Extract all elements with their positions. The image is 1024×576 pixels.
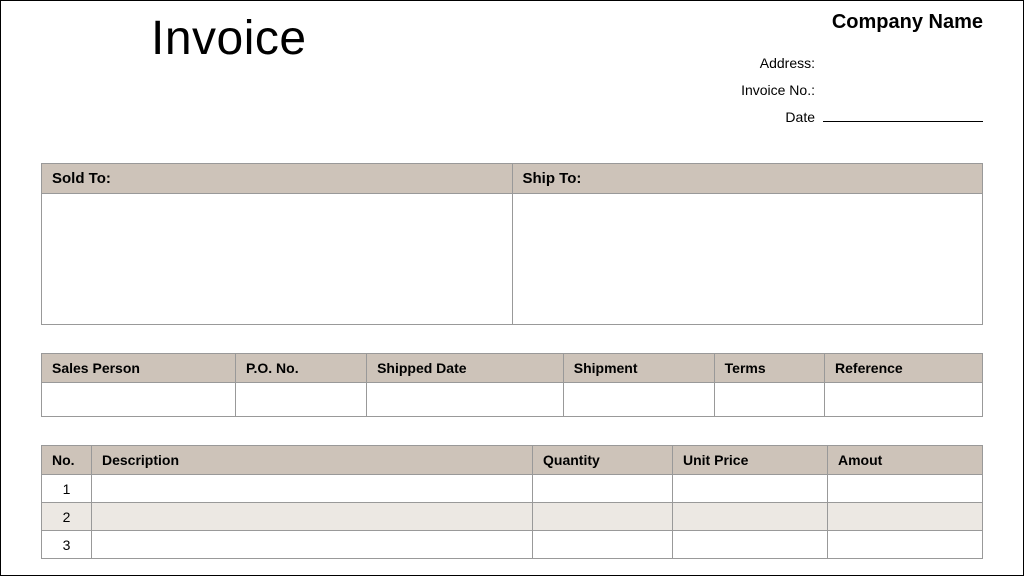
items-cell-qty: [533, 531, 673, 559]
date-row: Date: [785, 106, 983, 125]
details-cell: [367, 383, 564, 417]
page-title: Invoice: [151, 11, 307, 66]
date-value: [823, 106, 983, 122]
items-cell-qty: [533, 475, 673, 503]
invoice-no-value: [823, 79, 983, 95]
company-block: Company Name Address: Invoice No.: Date: [741, 11, 983, 133]
details-cell: [714, 383, 824, 417]
address-panel: Sold To: Ship To:: [41, 163, 983, 325]
items-cell-desc: [92, 475, 533, 503]
details-cell: [563, 383, 714, 417]
items-cell-price: [673, 475, 828, 503]
items-row: 3: [42, 531, 983, 559]
items-col-no: No.: [42, 446, 92, 475]
address-value: [823, 52, 983, 68]
items-row: 1: [42, 475, 983, 503]
ship-to-header: Ship To:: [513, 164, 983, 194]
items-col-unitprice: Unit Price: [673, 446, 828, 475]
items-col-amount: Amout: [828, 446, 983, 475]
details-col-reference: Reference: [825, 354, 983, 383]
items-cell-qty: [533, 503, 673, 531]
details-cell: [825, 383, 983, 417]
invoice-no-row: Invoice No.:: [741, 79, 983, 98]
items-header-row: No. Description Quantity Unit Price Amou…: [42, 446, 983, 475]
invoice-page: Invoice Company Name Address: Invoice No…: [1, 1, 1023, 559]
items-cell-desc: [92, 503, 533, 531]
details-col-shipment: Shipment: [563, 354, 714, 383]
items-cell-no: 1: [42, 475, 92, 503]
items-row: 2: [42, 503, 983, 531]
details-data-row: [42, 383, 983, 417]
details-col-shippeddate: Shipped Date: [367, 354, 564, 383]
details-cell: [42, 383, 236, 417]
sold-to-column: Sold To:: [42, 164, 512, 324]
details-col-terms: Terms: [714, 354, 824, 383]
date-label: Date: [785, 109, 815, 125]
items-cell-amt: [828, 531, 983, 559]
items-cell-amt: [828, 503, 983, 531]
address-label: Address:: [760, 55, 815, 71]
items-cell-price: [673, 503, 828, 531]
details-col-salesperson: Sales Person: [42, 354, 236, 383]
details-col-pono: P.O. No.: [235, 354, 366, 383]
items-col-quantity: Quantity: [533, 446, 673, 475]
sold-to-body: [42, 194, 512, 324]
items-cell-desc: [92, 531, 533, 559]
ship-to-column: Ship To:: [512, 164, 983, 324]
details-cell: [235, 383, 366, 417]
invoice-header: Invoice Company Name Address: Invoice No…: [41, 11, 983, 133]
items-cell-no: 2: [42, 503, 92, 531]
details-header-row: Sales Person P.O. No. Shipped Date Shipm…: [42, 354, 983, 383]
items-col-description: Description: [92, 446, 533, 475]
company-name: Company Name: [832, 11, 983, 34]
items-cell-amt: [828, 475, 983, 503]
sold-to-header: Sold To:: [42, 164, 512, 194]
items-table: No. Description Quantity Unit Price Amou…: [41, 445, 983, 559]
ship-to-body: [513, 194, 983, 324]
details-table: Sales Person P.O. No. Shipped Date Shipm…: [41, 353, 983, 417]
items-cell-no: 3: [42, 531, 92, 559]
address-row: Address:: [760, 52, 983, 71]
items-cell-price: [673, 531, 828, 559]
invoice-no-label: Invoice No.:: [741, 82, 815, 98]
